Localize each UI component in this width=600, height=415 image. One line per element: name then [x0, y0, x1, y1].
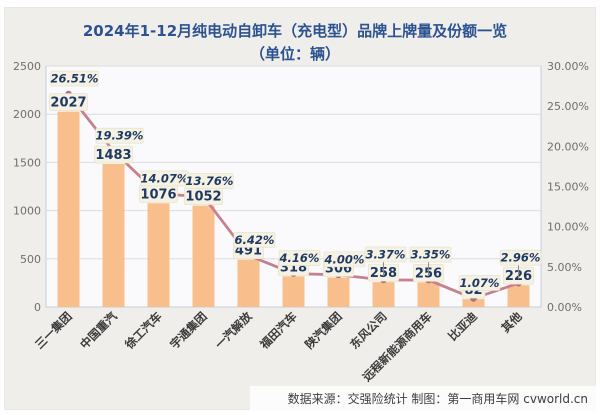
bar-5 — [282, 276, 305, 307]
bar-2 — [147, 203, 170, 307]
value-label-box — [94, 145, 133, 164]
bar-8 — [417, 282, 440, 307]
left-axis-tick: 1000 — [13, 205, 41, 218]
right-axis-tick: 5.00% — [547, 261, 582, 274]
chart-title-line2: （单位：辆） — [249, 44, 340, 63]
right-axis-tick: 30.00% — [547, 60, 589, 73]
left-axis-tick: 500 — [20, 253, 41, 266]
share-label: 6.42% — [235, 233, 275, 247]
share-label-box — [185, 173, 234, 189]
right-axis-tick: 0.00% — [547, 301, 582, 314]
bar-1 — [102, 164, 125, 307]
bar-7 — [372, 282, 395, 307]
bar-3 — [192, 205, 215, 307]
share-label: 4.16% — [279, 251, 320, 265]
share-label-box — [499, 249, 542, 266]
category-label-1: 中国重汽 — [77, 309, 120, 352]
category-label-2: 徐工汽车 — [121, 309, 164, 352]
category-label-7: 东风公司 — [347, 309, 389, 351]
left-axis-tick: 0 — [34, 301, 41, 314]
right-axis-tick: 15.00% — [547, 181, 589, 194]
category-label-5: 福田汽车 — [256, 309, 299, 352]
share-label: 4.00% — [324, 252, 365, 266]
bar-4 — [237, 259, 260, 307]
share-label: 26.51% — [51, 72, 99, 86]
value-label: 2027 — [50, 96, 86, 111]
right-axis-tick: 10.00% — [547, 221, 589, 234]
value-label: 1052 — [185, 190, 221, 205]
share-label-box — [458, 275, 501, 291]
chart-title-line1: 2024年1-12月纯电动自卸车（充电型）品牌上牌量及份额一览 — [82, 22, 508, 40]
value-label-box — [49, 93, 88, 111]
category-label-9: 比亚迪 — [445, 309, 480, 344]
category-label-0: 三一集团 — [32, 309, 74, 351]
category-label-4: 一汽解放 — [212, 309, 255, 352]
right-axis-tick: 20.00% — [547, 140, 589, 153]
share-label: 3.35% — [411, 248, 451, 262]
category-axis: 三一集团 中国重汽 徐工汽车 宇通集团 一汽解放 福田汽车 陕汽集团 东风公司远程新能源商用车… — [32, 309, 525, 384]
share-labels: 26.51%19.39%14.07%13.76%6.42%4.16% 4.00% 3… — [50, 70, 542, 291]
category-label-6: 陕汽集团 — [302, 309, 344, 351]
gridlines — [46, 65, 541, 260]
share-label-box — [95, 127, 144, 144]
source-note: 数据来源：交强险统计 制图：第一商用车网 cvworld.cn — [287, 392, 588, 406]
share-label-box — [409, 246, 452, 263]
left-axis-tick: 2500 — [13, 60, 41, 73]
right-axis-tick: 25.00% — [547, 100, 589, 113]
share-label: 1.07% — [460, 276, 500, 290]
right-axis: 0.00% 5.00% 10.00% 15.00% 20.00% 25.00% 30.00% — [547, 60, 589, 314]
category-label-10: 其他 — [498, 309, 525, 336]
value-label: 1076 — [140, 187, 176, 202]
share-label-box — [364, 246, 407, 263]
share-label-box — [233, 232, 276, 248]
bar-6 — [327, 277, 350, 307]
share-label: 2.96% — [501, 251, 541, 265]
bar-9 — [462, 299, 485, 307]
value-label: 1483 — [95, 148, 131, 163]
share-label-box — [50, 70, 99, 87]
share-label: 14.07% — [141, 171, 189, 185]
left-axis: 0 500 1000 1500 2000 2500 — [13, 60, 41, 314]
share-label: 3.37% — [366, 247, 406, 261]
bars — [57, 111, 530, 307]
left-axis-tick: 2000 — [13, 108, 41, 121]
share-label-box — [278, 250, 321, 266]
chart-title: 2024年1-12月纯电动自卸车（充电型）品牌上牌量及份额一览 （单位：辆） — [40, 20, 550, 65]
share-label: 19.39% — [96, 129, 144, 143]
left-axis-tick: 1500 — [13, 156, 41, 169]
category-label-3: 宇通集团 — [167, 309, 209, 351]
bar-0 — [57, 111, 80, 307]
share-label: 13.76% — [186, 174, 234, 188]
source-note-box: 数据来源：交强险统计 制图：第一商用车网 cvworld.cn — [250, 386, 596, 411]
bar-10 — [507, 285, 530, 307]
